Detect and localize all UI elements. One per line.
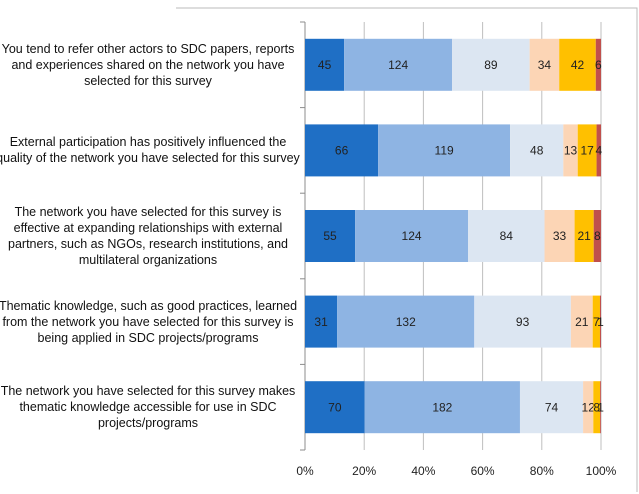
bar-segment (599, 295, 601, 348)
bar-segment (452, 38, 530, 91)
data-label: 4 (595, 144, 602, 158)
bar-segment (474, 295, 571, 348)
bar-segment (519, 381, 584, 434)
bar-segment (305, 124, 379, 177)
x-tick-label: 40% (411, 464, 435, 478)
bar-segment (337, 295, 475, 348)
data-label: 124 (388, 58, 408, 72)
category-label: You tend to refer other actors to SDC pa… (1, 41, 295, 88)
category-label: The network you have selected for this s… (8, 205, 288, 267)
bar-segment (544, 210, 575, 262)
bar-segment (570, 295, 593, 348)
data-label: 124 (402, 229, 422, 243)
data-label: 21 (575, 315, 589, 329)
data-label: 182 (432, 400, 452, 414)
data-label: 8 (594, 229, 601, 243)
bar-segment (305, 381, 365, 434)
data-label: 45 (318, 58, 332, 72)
data-label: 8 (593, 400, 600, 414)
data-label: 42 (571, 58, 585, 72)
data-label: 17 (580, 144, 594, 158)
category-label: External participation has positively in… (0, 135, 300, 166)
bar-segment (592, 295, 600, 348)
data-label: 70 (328, 400, 342, 414)
bar-segment (378, 124, 511, 177)
bar-segment (305, 210, 356, 262)
bar-segment (529, 38, 560, 91)
category-label: Thematic knowledge, such as good practic… (0, 298, 298, 345)
data-label: 55 (323, 229, 337, 243)
frame (176, 7, 638, 492)
data-label: 89 (484, 58, 498, 72)
data-label: 13 (564, 144, 578, 158)
data-label: 34 (538, 58, 552, 72)
bar-segment (305, 38, 345, 91)
data-label: 33 (553, 229, 567, 243)
data-label: 84 (500, 229, 514, 243)
bar-segment (593, 210, 601, 262)
bar-segment (344, 38, 453, 91)
data-label: 31 (314, 315, 328, 329)
category-label: The network you have selected for this s… (0, 384, 296, 431)
data-label: 12 (582, 400, 596, 414)
bar-segment (364, 381, 520, 434)
bar-segment (468, 210, 545, 262)
data-label: 66 (335, 144, 349, 158)
data-label: 7 (593, 315, 600, 329)
bar-segment (596, 124, 601, 177)
bar-segment (510, 124, 564, 177)
data-label: 48 (530, 144, 544, 158)
data-label: 119 (435, 144, 454, 158)
x-tick-label: 80% (530, 464, 554, 478)
data-label: 132 (396, 315, 416, 329)
data-label: 1 (597, 315, 604, 329)
bar-segment (559, 38, 596, 91)
x-tick-label: 100% (586, 464, 617, 478)
bar-segment (355, 210, 469, 262)
bar-segment (574, 210, 594, 262)
bar-segment (563, 124, 578, 177)
x-tick-label: 0% (296, 464, 314, 478)
data-label: 1 (597, 400, 604, 414)
x-tick-label: 20% (352, 464, 376, 478)
data-label: 21 (577, 229, 591, 243)
data-label: 93 (516, 315, 530, 329)
bar-segment (595, 38, 601, 91)
bar-segment (305, 295, 338, 348)
bar-segment (577, 124, 597, 177)
data-label: 6 (595, 58, 602, 72)
bar-segment (600, 381, 601, 434)
bar-segment (593, 381, 601, 434)
x-tick-label: 60% (471, 464, 495, 478)
bar-segment (583, 381, 594, 434)
data-label: 74 (545, 400, 559, 414)
